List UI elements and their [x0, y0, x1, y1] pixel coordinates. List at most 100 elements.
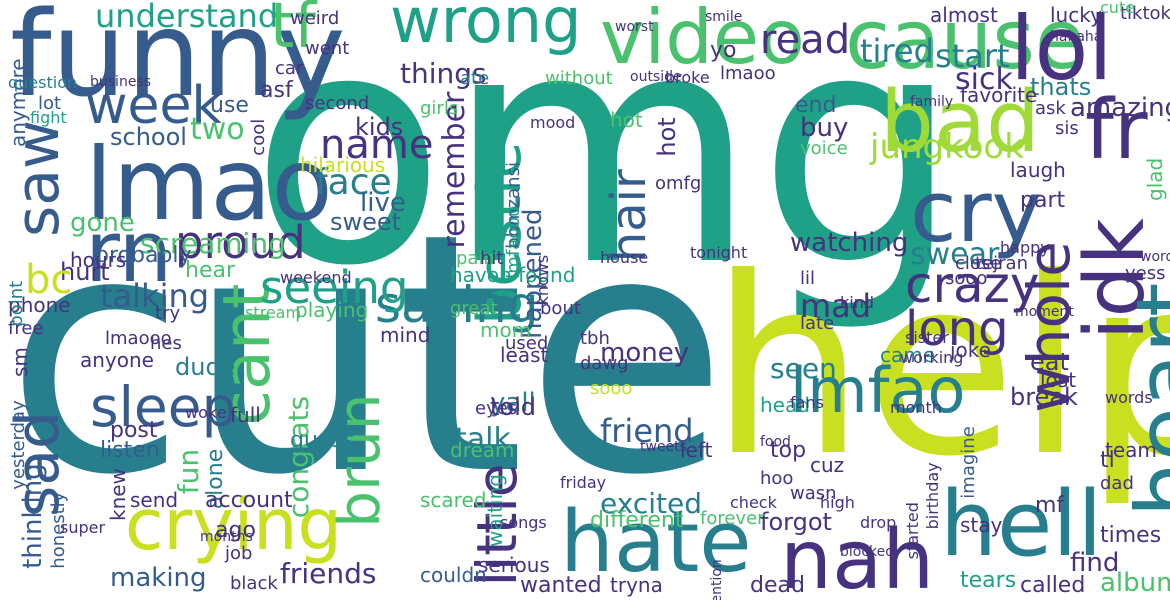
word-food: food — [760, 434, 791, 450]
word-head: head — [760, 393, 810, 417]
word-lmao: lmao — [85, 126, 333, 243]
word-black: black — [230, 573, 278, 594]
word-pain: pain — [456, 248, 495, 269]
word-point: point — [6, 280, 27, 327]
word-tejran: tejran — [975, 253, 1028, 274]
word-mad: mad — [800, 287, 872, 325]
word-laugh: laugh — [1010, 158, 1066, 182]
word-broke: broke — [665, 68, 710, 87]
word-mood: mood — [530, 113, 576, 132]
word-tweets: tweets — [640, 439, 687, 455]
word-came: came — [880, 343, 936, 367]
word-haven-found: haven found — [450, 263, 576, 287]
word-post: post — [110, 418, 158, 443]
word-mom: mom — [480, 318, 532, 342]
word-yesterday: yesterday — [8, 400, 29, 490]
word-screaming: screaming — [140, 227, 286, 260]
word-hate: hate — [560, 493, 752, 592]
word-amazing: amazing — [1070, 93, 1170, 123]
word-glad: glad — [1143, 157, 1167, 201]
word-part: part — [1020, 188, 1066, 213]
word-tiktok: tiktok — [1120, 3, 1170, 24]
word-long: long — [905, 301, 1009, 357]
word-things: things — [400, 57, 487, 90]
word-hahaha: hahaha — [1050, 29, 1103, 45]
word-talk: talk — [455, 422, 511, 457]
word-close: close — [955, 253, 1002, 274]
word-omg: omg — [250, 0, 961, 336]
word-hot: hot — [610, 108, 643, 132]
word-money: money — [600, 338, 690, 368]
word-cool: cool — [248, 118, 269, 156]
word-sooo: sooo — [945, 268, 988, 289]
word-understand: understand — [95, 0, 279, 35]
word-serious: serious — [478, 553, 550, 577]
word-check: check — [730, 493, 777, 512]
word-help: help — [710, 225, 1170, 510]
word-playing: playing — [295, 298, 369, 322]
word-lost: lost — [1040, 368, 1077, 392]
word-sis: sis — [1055, 118, 1079, 139]
word-sweet: sweet — [330, 208, 402, 236]
word-proud: proud — [175, 216, 306, 269]
word-knows: knows — [533, 254, 552, 306]
word-birthday: birthday — [923, 462, 942, 530]
word-worst: worst — [615, 19, 654, 35]
word-two: two — [190, 112, 245, 147]
word-ask: ask — [1035, 98, 1066, 119]
word-drop: drop — [860, 513, 897, 532]
word-video: video — [600, 0, 805, 81]
word-hell: hell — [940, 472, 1103, 577]
word-eat: eat — [1030, 348, 1069, 376]
word-read: read — [760, 17, 851, 63]
word-find: find — [1070, 548, 1120, 578]
word-high: high — [820, 493, 855, 512]
word-lmaoo: lmaoo — [720, 63, 776, 84]
word-break: break — [1010, 383, 1078, 411]
word-send: send — [130, 488, 179, 512]
word-start: start — [935, 37, 1010, 75]
word-mind: mind — [380, 323, 431, 347]
word-anyone: anyone — [80, 348, 154, 372]
word-almost: almost — [930, 3, 998, 27]
word-outside: outside — [630, 69, 682, 85]
word-saying: saying — [375, 276, 539, 334]
word-week: week — [85, 76, 222, 136]
word-waiting: waiting — [483, 474, 507, 547]
word-joke: joke — [950, 338, 991, 362]
word-talking: talking — [100, 277, 210, 315]
word-tl: tl — [1100, 448, 1115, 473]
word-yess: yess — [1125, 263, 1166, 284]
word-wrong: wrong — [390, 0, 582, 57]
word-live: live — [360, 188, 406, 218]
word-wasn: wasn — [790, 483, 837, 504]
word-lmfao: lmfao — [790, 354, 966, 427]
word-super: super — [60, 518, 106, 537]
word-face: face — [315, 162, 392, 203]
word-tears: tears — [960, 568, 1017, 593]
word-gone: gone — [70, 208, 135, 238]
word-car: car — [275, 58, 304, 79]
word-team: team — [1105, 438, 1157, 462]
word-late: late — [800, 313, 835, 334]
word-dude: dude — [175, 353, 236, 381]
word-told: told — [490, 393, 536, 421]
word-started: started — [903, 502, 922, 560]
word-top: top — [770, 438, 807, 463]
word-full: full — [230, 403, 261, 427]
word-cuz: cuz — [810, 453, 845, 477]
word-rn: rn — [85, 203, 173, 302]
word-lmaooo: lmaooo — [105, 328, 172, 349]
word-seeing: seeing — [260, 261, 409, 314]
word-buy: buy — [800, 113, 849, 143]
word-without: without — [545, 68, 613, 89]
word-girls: girls — [420, 98, 459, 119]
word-ago: ago — [215, 518, 256, 543]
word-question: question — [8, 73, 78, 92]
word-went: went — [305, 38, 350, 59]
word-dawg: dawg — [580, 353, 629, 374]
word-hurt: hurt — [60, 258, 110, 286]
word-friday: friday — [560, 473, 607, 492]
word-hours: hours — [70, 248, 127, 272]
word-words: words — [1105, 388, 1153, 407]
